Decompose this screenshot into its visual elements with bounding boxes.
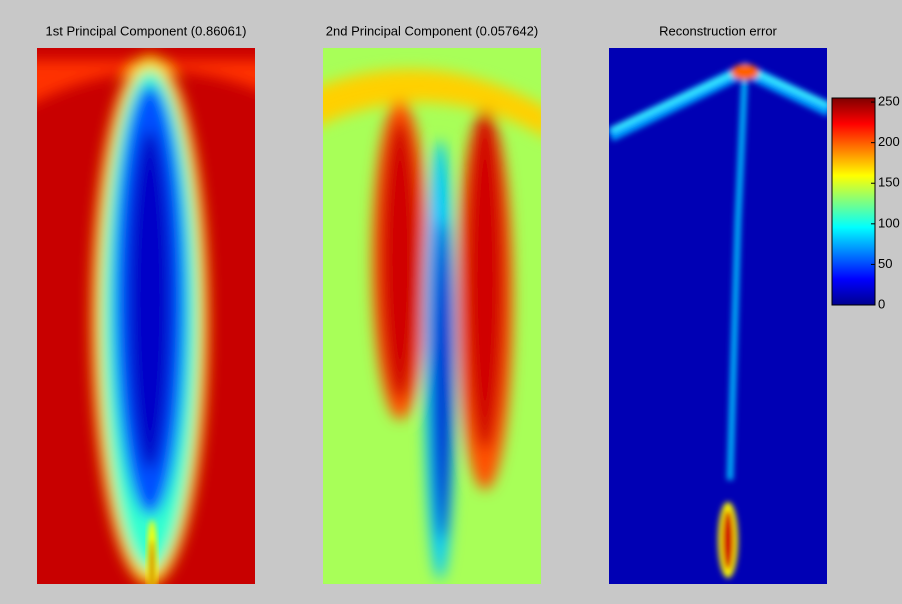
colorbar-tick-label: 100 xyxy=(878,215,900,230)
colorbar-tick-label: 250 xyxy=(878,93,900,108)
colorbar xyxy=(832,98,875,305)
panel-title: 2nd Principal Component (0.057642) xyxy=(326,23,538,38)
colorbar-tick-label: 0 xyxy=(878,296,885,311)
colorbar-tick-label: 150 xyxy=(878,175,900,190)
image-2 xyxy=(310,48,550,584)
image-3 xyxy=(609,48,830,584)
panel-title: 1st Principal Component (0.86061) xyxy=(46,23,247,38)
figure: 1st Principal Component (0.86061) 2nd Pri… xyxy=(0,0,902,604)
image-1 xyxy=(20,48,270,600)
panel-title: Reconstruction error xyxy=(659,23,777,38)
page: 1st Principal Component (0.86061) 2nd Pri… xyxy=(0,0,902,604)
colorbar-tick-label: 200 xyxy=(878,134,900,149)
colorbar-tick-label: 50 xyxy=(878,256,892,271)
